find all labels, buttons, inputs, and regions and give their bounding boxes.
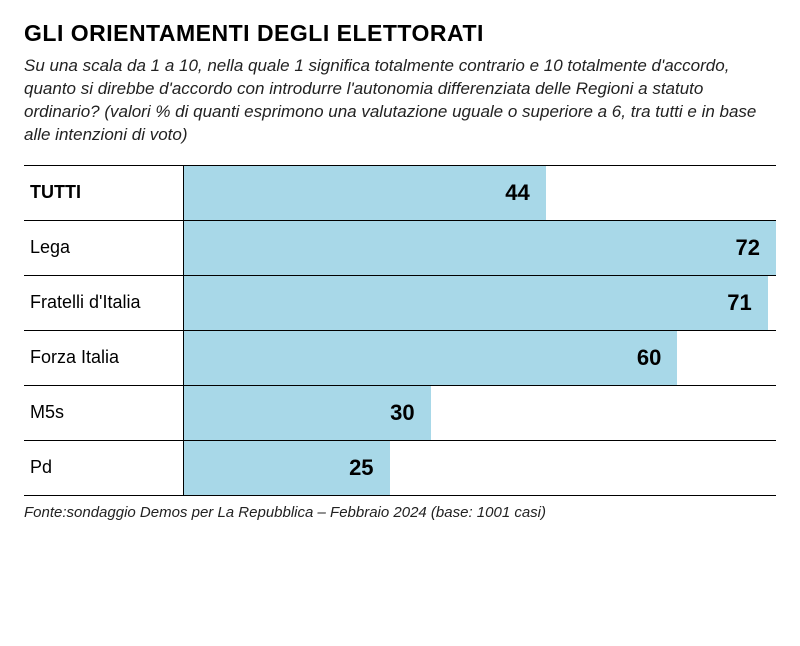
bar: 72: [184, 221, 776, 275]
chart-source: Fonte:sondaggio Demos per La Repubblica …: [24, 504, 776, 521]
bar-value: 25: [349, 455, 373, 481]
table-row: M5s 30: [24, 386, 776, 441]
row-label: M5s: [24, 386, 184, 440]
row-label: Lega: [24, 221, 184, 275]
chart-title: GLI ORIENTAMENTI DEGLI ELETTORATI: [24, 20, 776, 47]
chart-subtitle: Su una scala da 1 a 10, nella quale 1 si…: [24, 55, 776, 147]
bar-value: 44: [505, 180, 529, 206]
row-label: TUTTI: [24, 166, 184, 220]
table-row: Pd 25: [24, 441, 776, 496]
bar-chart: TUTTI 44 Lega 72 Fratelli d'Italia 71 Forza It…: [24, 165, 776, 496]
bar-cell: 44: [184, 166, 776, 220]
table-row: TUTTI 44: [24, 166, 776, 221]
table-row: Lega 72: [24, 221, 776, 276]
bar: 60: [184, 331, 677, 385]
table-row: Forza Italia 60: [24, 331, 776, 386]
bar: 71: [184, 276, 768, 330]
bar: 30: [184, 386, 431, 440]
bar-cell: 25: [184, 441, 776, 495]
bar-cell: 72: [184, 221, 776, 275]
row-label: Pd: [24, 441, 184, 495]
row-label: Fratelli d'Italia: [24, 276, 184, 330]
bar-value: 60: [637, 345, 661, 371]
bar: 44: [184, 166, 546, 220]
bar-cell: 30: [184, 386, 776, 440]
bar: 25: [184, 441, 390, 495]
row-label: Forza Italia: [24, 331, 184, 385]
bar-value: 72: [736, 235, 760, 261]
bar-value: 30: [390, 400, 414, 426]
bar-value: 71: [727, 290, 751, 316]
bar-cell: 71: [184, 276, 776, 330]
table-row: Fratelli d'Italia 71: [24, 276, 776, 331]
bar-cell: 60: [184, 331, 776, 385]
